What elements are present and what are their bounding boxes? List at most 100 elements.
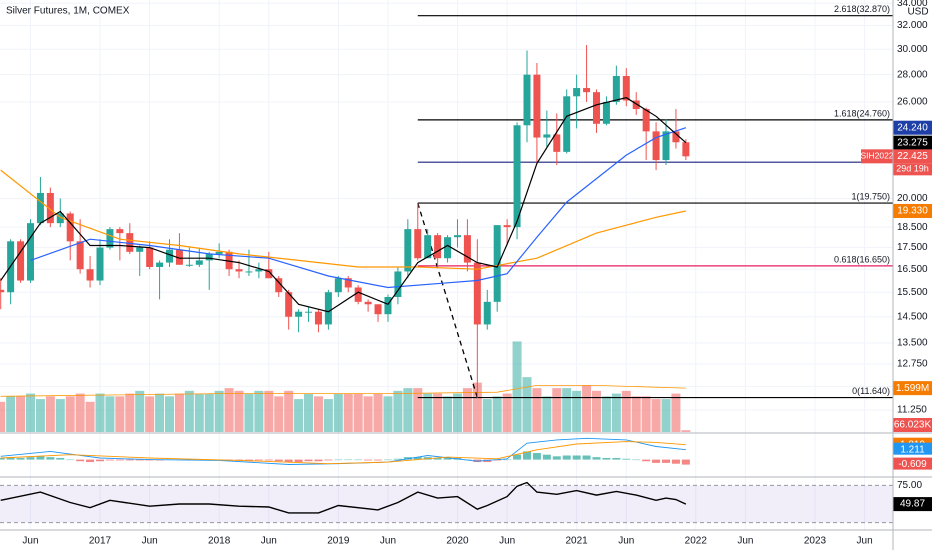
y-tick-label: 32.000	[897, 20, 928, 31]
macd-histogram-bar	[86, 459, 95, 463]
symbol-tag-label: SIH2022	[860, 151, 893, 161]
volume-bar	[482, 399, 492, 432]
candle-body	[394, 271, 402, 297]
x-tick-label: Jun	[261, 536, 277, 547]
x-tick-label: Jun	[380, 536, 396, 547]
price-tag	[893, 442, 932, 455]
volume-bar	[244, 393, 254, 432]
candle-body	[503, 225, 511, 228]
volume-bar	[194, 393, 204, 432]
macd-histogram-bar	[56, 457, 65, 460]
candle-body	[543, 134, 551, 138]
volume-bar	[184, 390, 194, 432]
x-tick-label: Jun	[618, 536, 634, 547]
candle-body	[414, 229, 422, 259]
volume-bar	[582, 385, 592, 432]
macd-histogram-bar	[652, 459, 661, 463]
macd-line	[0, 437, 686, 465]
macd-histogram-bar	[264, 459, 273, 461]
x-tick-label: 2021	[566, 536, 589, 547]
candle-body	[146, 247, 154, 267]
candle-body	[404, 229, 412, 272]
macd-histogram-bar	[662, 459, 671, 463]
macd-histogram-bar	[393, 458, 402, 460]
candle-body	[453, 235, 461, 238]
candle-body	[255, 269, 263, 272]
candle-body	[563, 96, 571, 152]
price-tag-label: 22.425	[897, 151, 928, 162]
volume-bar	[681, 430, 691, 432]
candle-body	[652, 131, 660, 161]
chart-title: Silver Futures, 1M, COMEX	[6, 6, 130, 17]
volume-bar	[294, 399, 304, 432]
volume-bar	[472, 382, 482, 432]
volume-bar	[552, 388, 562, 432]
y-tick-label: 11.250	[897, 405, 927, 416]
volume-bar	[274, 396, 284, 432]
volume-ma-line	[0, 385, 686, 397]
candle-body	[642, 109, 650, 132]
volume-bar	[592, 390, 601, 432]
volume-bar	[75, 393, 85, 432]
candle-body	[434, 235, 442, 259]
macd-histogram-bar	[582, 455, 591, 460]
candle-body	[136, 247, 144, 252]
volume-bar	[393, 390, 403, 432]
macd-histogram-bar	[681, 459, 690, 465]
volume-bar	[512, 341, 522, 432]
volume-bar	[492, 396, 502, 432]
price-tag-label: 19.330	[897, 206, 928, 217]
y-tick-label: 75.00	[897, 480, 922, 491]
macd-histogram-bar	[602, 457, 611, 460]
macd-histogram-bar	[6, 457, 15, 460]
candle-body	[96, 247, 104, 281]
candle-body	[205, 253, 213, 261]
macd-histogram-bar	[671, 459, 680, 464]
volume-bar	[542, 396, 552, 432]
candle-body	[305, 311, 313, 313]
volume-bar	[562, 388, 572, 432]
fib-level-label: 2.618(32.870)	[834, 4, 890, 14]
candle-body	[602, 101, 610, 124]
candle-body	[126, 233, 134, 252]
y-tick-label: 17.500	[897, 242, 928, 253]
macd-histogram-bar	[304, 459, 313, 462]
x-tick-label: Jun	[142, 536, 158, 547]
macd-histogram-bar	[344, 459, 353, 461]
macd-histogram-bar	[632, 459, 641, 461]
candle-body	[166, 249, 174, 263]
volume-bar	[214, 390, 224, 432]
x-tick-label: 2023	[804, 536, 827, 547]
price-tag	[893, 497, 932, 512]
y-tick-label: 14.500	[897, 311, 928, 322]
candle-body	[374, 304, 382, 315]
volume-bar	[95, 393, 105, 432]
volume-bar	[45, 396, 55, 432]
y-tick-label: 15.500	[897, 287, 928, 298]
volume-bar	[423, 393, 433, 432]
macd-histogram-bar	[36, 456, 45, 460]
volume-bar	[323, 399, 333, 432]
volume-bar	[145, 396, 155, 432]
price-tag-label: 1.211	[900, 444, 925, 455]
x-tick-label: 2017	[89, 536, 112, 547]
volume-bar	[443, 396, 453, 432]
y-tick-label: 28.000	[897, 69, 928, 80]
candle-body	[523, 74, 531, 126]
macd-histogram-bar	[76, 459, 85, 462]
candle-body	[473, 262, 481, 325]
volume-bar	[383, 396, 393, 432]
volume-bar	[661, 399, 671, 432]
candle-body	[265, 269, 273, 279]
volume-bar	[363, 396, 373, 432]
y-tick-label: 16.500	[897, 264, 928, 275]
volume-bar	[174, 393, 184, 432]
candle-body	[314, 311, 322, 325]
candle-body	[245, 271, 253, 273]
volume-bar	[135, 390, 145, 432]
x-tick-label: Jun	[499, 536, 515, 547]
x-tick-label: Jun	[737, 536, 753, 547]
macd-histogram-bar	[612, 457, 621, 460]
candle-body	[424, 235, 432, 259]
macd-histogram-bar	[16, 457, 25, 460]
